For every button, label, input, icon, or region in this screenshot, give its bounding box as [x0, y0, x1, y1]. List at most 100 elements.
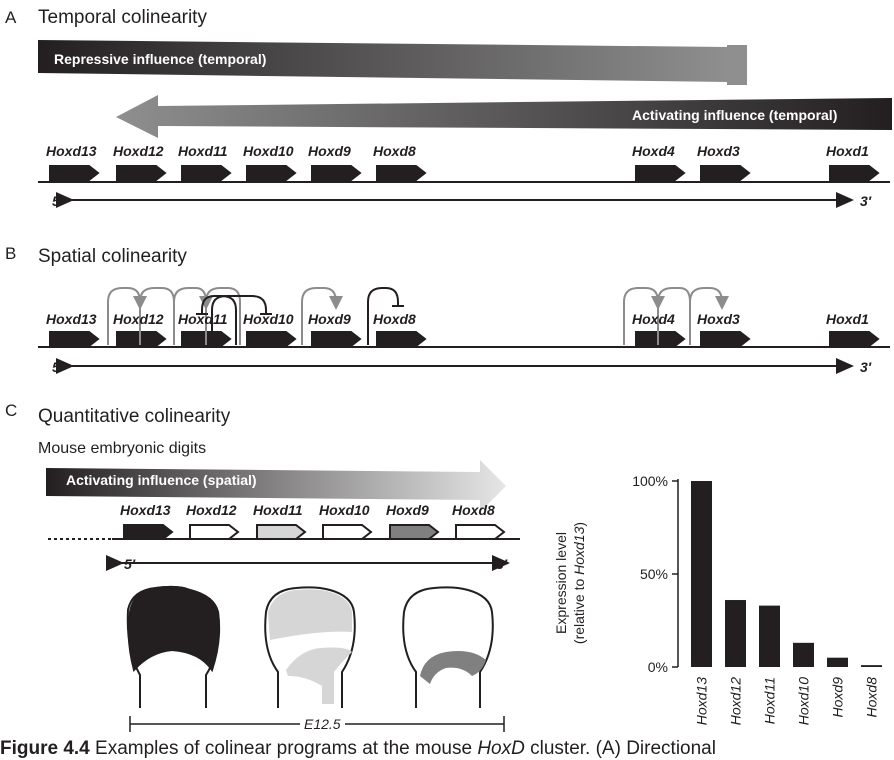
- arc-4a: [623, 287, 665, 345]
- arc-4c: [689, 287, 729, 345]
- chart-ylabel-line2: (relative to Hoxd13): [571, 521, 587, 645]
- gene-label-hoxd8: Hoxd8: [373, 311, 416, 327]
- gene-block-hoxd4: [635, 165, 686, 181]
- repress-11-10: [211, 295, 267, 345]
- arc-12-11b: [173, 287, 213, 345]
- activating-label: Activating influence (temporal): [632, 107, 838, 123]
- gene-label-hoxd1: Hoxd1: [826, 143, 869, 159]
- repress-10-11: [201, 295, 237, 345]
- repress-8: [367, 287, 399, 345]
- gene-label-c-hoxd9: Hoxd9: [386, 502, 429, 518]
- gene-block-c-hoxd11: [256, 524, 307, 540]
- gene-block-hoxd1: [829, 331, 880, 347]
- digit-hoxd9: [402, 586, 494, 708]
- arc-4b: [657, 287, 691, 345]
- chart-y-tick-label: 50%: [640, 566, 668, 582]
- gene-block-hoxd12: [116, 165, 167, 181]
- five-prime-b: 5′: [52, 359, 64, 375]
- chart-x-tick-label: Hoxd12: [728, 677, 744, 725]
- gene-label-c-hoxd12: Hoxd12: [186, 502, 237, 518]
- gene-label-c-hoxd10: Hoxd10: [319, 502, 370, 518]
- activating-arrow: [116, 95, 892, 138]
- gene-label-hoxd3: Hoxd3: [697, 143, 740, 159]
- repressive-wedge: [38, 40, 728, 82]
- repression-arcs: [196, 287, 404, 345]
- gene-block-c-hoxd9: [389, 524, 440, 540]
- gene-label-hoxd3: Hoxd3: [697, 311, 740, 327]
- panel-b-title: Spatial colinearity: [38, 246, 187, 267]
- digit-hoxd11: [264, 586, 356, 708]
- gene-block-hoxd13: [49, 331, 100, 347]
- chart-ylabel: Expression level (relative to Hoxd13): [552, 488, 588, 678]
- gene-block-hoxd10: [246, 331, 297, 347]
- gene-block-hoxd9: [311, 331, 362, 347]
- three-prime-b: 3′: [860, 359, 872, 375]
- bar-hoxd13: [691, 481, 712, 667]
- five-prime-c: 5′: [124, 556, 136, 572]
- three-prime-c: 3′: [496, 556, 508, 572]
- gene-block-c-hoxd8: [455, 524, 506, 540]
- gene-label-hoxd9: Hoxd9: [308, 311, 351, 327]
- gene-block-hoxd9: [311, 165, 362, 181]
- expression-bar-chart: 0% 50% 100% Hoxd13 Hoxd12 Hoxd11 Hoxd10 Hoxd9 Ho…: [632, 473, 882, 725]
- gene-block-hoxd1: [829, 165, 880, 181]
- panel-b-letter: B: [5, 244, 17, 263]
- chart-x-tick-label: Hoxd13: [694, 677, 710, 725]
- bar-hoxd11: [759, 605, 780, 667]
- bar-hoxd8: [861, 665, 882, 667]
- figure-caption: Figure 4.4 Examples of colinear programs…: [0, 738, 716, 759]
- gene-block-c-hoxd10: [322, 524, 373, 540]
- gene-blocks-b: [49, 331, 880, 347]
- gene-block-hoxd10: [246, 165, 297, 181]
- gene-block-hoxd3: [700, 331, 751, 347]
- gene-label-hoxd11: Hoxd11: [178, 311, 228, 327]
- gene-block-hoxd13: [49, 165, 100, 181]
- panel-a-title: Temporal colinearity: [38, 7, 207, 28]
- gene-blocks-c: [123, 524, 506, 540]
- gene-label-hoxd11: Hoxd11: [178, 143, 228, 159]
- gene-block-c-hoxd13: [123, 524, 174, 540]
- gene-label-hoxd4: Hoxd4: [632, 311, 675, 327]
- gene-block-c-hoxd12: [189, 524, 240, 540]
- stage-label: E12.5: [300, 716, 345, 732]
- gene-label-hoxd13: Hoxd13: [46, 311, 97, 327]
- gene-label-hoxd10: Hoxd10: [243, 143, 294, 159]
- gene-label-c-hoxd11: Hoxd11: [253, 502, 303, 518]
- activating-label-c: Activating influence (spatial): [66, 472, 257, 488]
- gene-label-hoxd4: Hoxd4: [632, 143, 675, 159]
- bar-hoxd9: [827, 657, 848, 667]
- chart-x-tick-label: Hoxd10: [796, 677, 812, 725]
- activation-arcs: [107, 287, 729, 345]
- gene-label-c-hoxd8: Hoxd8: [452, 502, 495, 518]
- gene-label-hoxd1: Hoxd1: [826, 311, 869, 327]
- activating-arrow-c: [46, 460, 506, 512]
- gene-label-hoxd12: Hoxd12: [113, 143, 164, 159]
- gene-block-hoxd11: [181, 165, 232, 181]
- gene-block-hoxd8: [376, 331, 427, 347]
- bar-hoxd10: [793, 642, 814, 667]
- caption-figure-number: Figure 4.4: [0, 738, 90, 759]
- arc-13-12: [107, 287, 147, 345]
- panel-c-title: Quantitative colinearity: [38, 406, 231, 427]
- gene-block-hoxd8: [376, 165, 427, 181]
- chart-x-tick-label: Hoxd8: [864, 677, 880, 718]
- gene-label-hoxd9: Hoxd9: [308, 143, 351, 159]
- five-prime-a: 5′: [52, 193, 64, 209]
- chart-y-tick-label: 0%: [648, 659, 668, 675]
- gene-label-hoxd13: Hoxd13: [46, 143, 97, 159]
- chart-y-tick-label: 100%: [632, 473, 668, 489]
- chart-x-tick-label: Hoxd9: [830, 677, 846, 718]
- chart-x-tick-label: Hoxd11: [762, 677, 778, 724]
- chart-ylabel-line1: Expression level: [553, 532, 569, 634]
- panel-c-letter: C: [5, 401, 18, 420]
- panel-c-subtitle: Mouse embryonic digits: [38, 440, 207, 457]
- gene-label-hoxd12: Hoxd12: [113, 311, 164, 327]
- arc-12-11: [139, 287, 175, 345]
- gene-label-hoxd10: Hoxd10: [243, 311, 294, 327]
- panel-a-letter: A: [5, 8, 17, 27]
- arc-10-9: [301, 287, 343, 345]
- digit-hoxd13: [126, 585, 221, 708]
- repressive-label: Repressive influence (temporal): [54, 51, 267, 67]
- gene-blocks-a: [49, 165, 880, 181]
